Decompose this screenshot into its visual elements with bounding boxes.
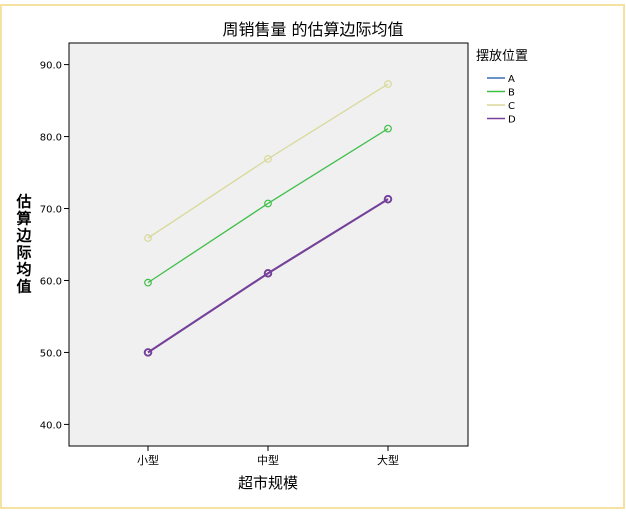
legend-label: A	[508, 74, 515, 85]
legend-label: C	[508, 101, 515, 112]
y-tick-label: 60.0	[40, 276, 62, 287]
legend-item-A: A	[487, 74, 515, 85]
legend-item-D: D	[487, 115, 516, 126]
series-line-C	[147, 83, 389, 239]
outer-border	[0, 4, 625, 509]
data-point-C-2	[384, 80, 392, 88]
y-tick-label: 90.0	[40, 61, 62, 72]
y-tick-label: 40.0	[40, 420, 62, 431]
x-tick-label: 大型	[377, 453, 399, 467]
x-tick-label: 小型	[137, 453, 159, 467]
data-point-B-2	[384, 124, 392, 133]
y-axis-label: 估算边际均值	[15, 193, 32, 296]
x-axis: 小型 中型 大型	[137, 446, 399, 467]
legend-item-C: C	[487, 101, 515, 112]
series-D	[143, 194, 393, 357]
data-point-D-2	[383, 194, 393, 204]
series-line-B	[147, 128, 389, 284]
data-point-D-1	[263, 269, 273, 278]
y-tick-label: 80.0	[40, 133, 62, 144]
data-point-B-0	[144, 278, 152, 287]
series-C	[144, 80, 392, 242]
y-tick-label: 70.0	[40, 205, 62, 216]
plot-area	[68, 42, 469, 447]
data-point-D-0	[143, 348, 153, 357]
legend-label: B	[508, 88, 515, 99]
x-tick-label: 中型	[257, 453, 279, 467]
data-point-B-1	[264, 199, 272, 208]
legend-item-B: B	[487, 88, 515, 99]
y-tick-label: 50.0	[40, 348, 62, 359]
series-layer	[143, 80, 393, 357]
series-line-D	[147, 198, 389, 354]
series-B	[144, 124, 392, 287]
data-point-C-1	[264, 154, 272, 163]
x-axis-label: 超市规模	[238, 474, 298, 492]
chart-title: 周销售量 的估算边际均值	[222, 20, 403, 39]
legend-title: 摆放位置	[476, 49, 528, 64]
data-point-C-0	[144, 234, 152, 242]
y-axis: 40.0 50.0 60.0 70.0 80.0 90.0	[40, 61, 69, 431]
legend-label: D	[508, 115, 516, 126]
